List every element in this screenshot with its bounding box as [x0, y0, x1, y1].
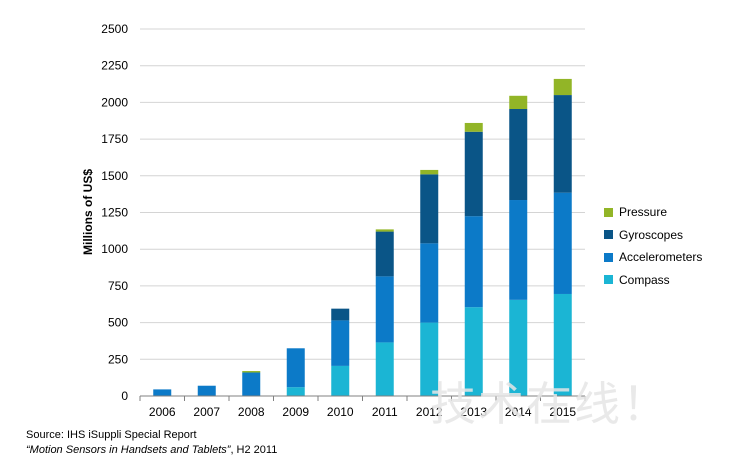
legend-item-gyroscopes: Gyroscopes [604, 224, 702, 247]
y-tick-500: 500 [108, 316, 128, 330]
bar-2015-compass [553, 293, 572, 396]
y-tick-0: 0 [121, 389, 128, 403]
legend-swatch-gyroscopes [604, 230, 613, 240]
bar-2011-gyroscopes [375, 231, 394, 277]
x-tick-2014: 2014 [505, 405, 532, 419]
report-date: , H2 2011 [230, 444, 278, 456]
bar-2010-gyroscopes [331, 308, 350, 321]
bar-2008-accelerometers [242, 372, 261, 396]
bar-2010-accelerometers [331, 320, 350, 366]
bar-2007-accelerometers [197, 385, 216, 396]
bar-2012-accelerometers [420, 243, 439, 323]
gridlines [140, 28, 585, 360]
x-tick-2011: 2011 [372, 405, 398, 419]
y-tick-2250: 2250 [101, 59, 128, 73]
x-tick-2009: 2009 [282, 405, 309, 419]
legend-swatch-pressure [604, 207, 613, 217]
source-line-1: Source: IHS iSuppli Special Report [26, 429, 197, 441]
bar-2012-pressure [420, 169, 439, 175]
legend-label-accelerometers: Accelerometers [619, 250, 703, 265]
legend: Pressure Gyroscopes Accelerometers Compass [604, 201, 702, 291]
source-line-2: “Motion Sensors in Handsets and Tablets”… [26, 443, 277, 458]
x-tick-2010: 2010 [327, 405, 354, 419]
x-tick-2006: 2006 [149, 405, 176, 419]
bar-2008-pressure [242, 371, 261, 373]
y-tick-2500: 2500 [101, 22, 128, 36]
legend-item-pressure: Pressure [604, 201, 702, 224]
x-tick-2013: 2013 [460, 405, 487, 419]
bar-2010-compass [331, 365, 350, 396]
bar-2014-compass [509, 299, 528, 396]
legend-label-compass: Compass [619, 272, 670, 287]
bar-2014-gyroscopes [509, 109, 528, 201]
bar-2011-accelerometers [375, 276, 394, 343]
legend-label-pressure: Pressure [619, 205, 668, 220]
bar-2009-accelerometers [286, 348, 305, 388]
axes [139, 395, 586, 401]
bar-2015-pressure [553, 78, 572, 96]
legend-label-gyroscopes: Gyroscopes [619, 227, 684, 242]
y-tick-1000: 1000 [101, 242, 128, 256]
y-tick-2000: 2000 [101, 95, 128, 109]
legend-swatch-accelerometers [604, 252, 613, 262]
bar-2012-gyroscopes [420, 174, 439, 244]
source-note: Source: IHS iSuppli Special Report “Moti… [26, 428, 277, 458]
x-tick-2007: 2007 [193, 405, 220, 419]
bar-2011-compass [375, 342, 394, 396]
y-tick-1250: 1250 [101, 206, 128, 220]
x-tick-2015: 2015 [549, 405, 576, 419]
bar-2013-pressure [464, 122, 483, 132]
bar-2009-compass [286, 387, 305, 396]
bar-2015-accelerometers [553, 192, 572, 294]
bar-2006-accelerometers [153, 389, 172, 396]
bar-2014-pressure [509, 95, 528, 110]
bar-2012-compass [420, 322, 439, 396]
y-tick-1500: 1500 [101, 169, 128, 183]
report-title: “Motion Sensors in Handsets and Tablets” [26, 444, 231, 456]
y-axis-label: Millions of US$ [81, 169, 95, 255]
legend-swatch-compass [604, 275, 613, 285]
bar-2013-compass [464, 307, 483, 396]
bar-2011-pressure [375, 229, 394, 232]
legend-item-compass: Compass [604, 269, 702, 292]
bar-2014-accelerometers [509, 200, 528, 300]
x-tick-2012: 2012 [416, 405, 443, 419]
y-tick-labels: 0 250 500 750 1000 1250 1500 1750 2000 2250 2500 [101, 22, 128, 403]
bars [153, 78, 572, 396]
legend-item-accelerometers: Accelerometers [604, 246, 702, 269]
x-tick-labels: 2006 2007 2008 2009 2010 2011 2012 2013 2014 2015 [149, 405, 577, 419]
bar-2013-gyroscopes [464, 131, 483, 217]
y-tick-1750: 1750 [101, 132, 128, 146]
y-tick-250: 250 [108, 352, 128, 366]
bar-2015-gyroscopes [553, 95, 572, 193]
y-tick-750: 750 [108, 279, 128, 293]
x-tick-2008: 2008 [238, 405, 265, 419]
bar-2013-accelerometers [464, 216, 483, 308]
